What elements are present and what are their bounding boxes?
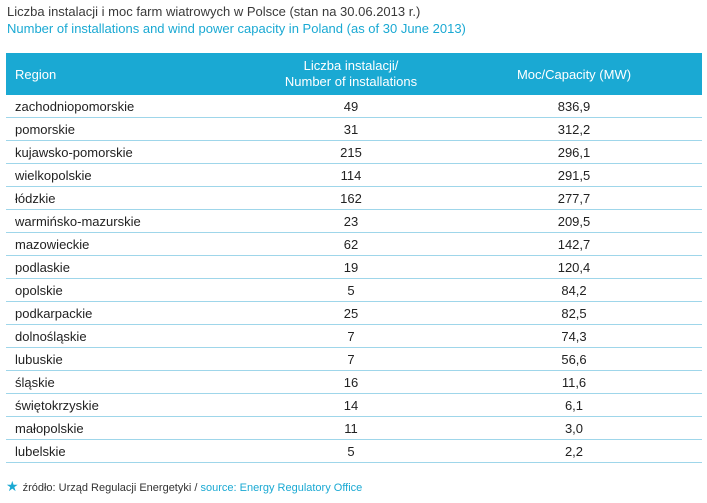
cell-installations: 162 [340,190,362,206]
cell-installations: 62 [343,236,359,252]
chart-subtitle: Number of installations and wind power c… [7,21,466,36]
cell-region: podkarpackie [15,305,93,321]
cell-region: podlaskie [15,259,70,275]
table-row: podkarpackie 25 82,5 [6,302,702,325]
cell-installations: 25 [343,305,359,321]
cell-region: świętokrzyskie [15,397,99,413]
table-row: pomorskie 31 312,2 [6,118,702,141]
cell-region: opolskie [15,282,63,298]
cell-region: lubuskie [15,351,63,367]
cell-capacity: 74,3 [561,328,587,344]
star-icon: ★ [6,478,19,494]
cell-installations: 7 [347,351,355,367]
cell-region: śląskie [15,374,55,390]
cell-installations: 23 [343,213,359,229]
cell-region: dolnośląskie [15,328,87,344]
cell-capacity: 11,6 [561,374,587,390]
cell-region: kujawsko-pomorskie [15,144,133,160]
cell-capacity: 296,1 [557,144,591,160]
header-region: Region [15,66,57,82]
cell-installations: 5 [347,443,355,459]
cell-region: mazowieckie [15,236,90,252]
cell-region: lubelskie [15,443,66,459]
source-pl: źródło: Urząd Regulacji Energetyki / [22,482,198,494]
cell-installations: 49 [343,98,359,114]
table-row: łódzkie 162 277,7 [6,187,702,210]
cell-installations: 11 [344,420,358,436]
source-note: ★ źródło: Urząd Regulacji Energetyki / so… [6,478,362,495]
table-row: kujawsko-pomorskie 215 296,1 [6,141,702,164]
table-row: zachodniopomorskie 49 836,9 [6,95,702,118]
cell-capacity: 84,2 [561,282,587,298]
cell-region: łódzkie [15,190,56,206]
cell-region: pomorskie [15,121,75,137]
cell-capacity: 836,9 [557,98,591,114]
header-capacity: Moc/Capacity (MW) [516,66,632,82]
table-body: zachodniopomorskie 49 836,9 pomorskie 31 312,… [6,95,702,463]
chart-title: Liczba instalacji i moc farm wiatrowych … [7,4,421,19]
table-row: świętokrzyskie 14 6,1 [6,394,702,417]
data-table: Region Liczba instalacji/ Number of inst… [6,53,702,463]
cell-installations: 7 [347,328,355,344]
cell-installations: 31 [343,121,359,137]
table-row: lubelskie 5 2,2 [6,440,702,463]
cell-capacity: 2,2 [564,443,584,459]
table-header: Region Liczba instalacji/ Number of inst… [6,53,702,95]
cell-region: zachodniopomorskie [15,98,135,114]
cell-installations: 16 [343,374,359,390]
cell-capacity: 277,7 [557,190,591,206]
cell-installations: 19 [343,259,359,275]
cell-capacity: 120,4 [557,259,591,275]
header-installations: Liczba instalacji/ Number of installatio… [284,58,418,89]
cell-region: małopolskie [15,420,84,436]
table-row: podlaskie 19 120,4 [6,256,702,279]
table-row: śląskie 16 11,6 [6,371,702,394]
table-row: małopolskie 11 3,0 [6,417,702,440]
table-row: dolnośląskie 7 74,3 [6,325,702,348]
cell-capacity: 82,5 [561,305,587,321]
table-row: wielkopolskie 114 291,5 [6,164,702,187]
table-row: lubuskie 7 56,6 [6,348,702,371]
cell-capacity: 3,0 [564,420,584,436]
table-row: warmińsko-mazurskie 23 209,5 [6,210,702,233]
cell-capacity: 56,6 [561,351,587,367]
cell-capacity: 209,5 [557,213,591,229]
cell-capacity: 6,1 [564,397,584,413]
source-en: source: Energy Regulatory Office [200,482,363,494]
cell-region: wielkopolskie [15,167,92,183]
cell-region: warmińsko-mazurskie [15,213,141,229]
table-row: mazowieckie 62 142,7 [6,233,702,256]
cell-capacity: 291,5 [557,167,591,183]
cell-installations: 5 [347,282,355,298]
cell-installations: 215 [340,144,362,160]
cell-installations: 114 [340,167,362,183]
cell-installations: 14 [343,397,359,413]
table-row: opolskie 5 84,2 [6,279,702,302]
cell-capacity: 312,2 [557,121,591,137]
cell-capacity: 142,7 [557,236,591,252]
